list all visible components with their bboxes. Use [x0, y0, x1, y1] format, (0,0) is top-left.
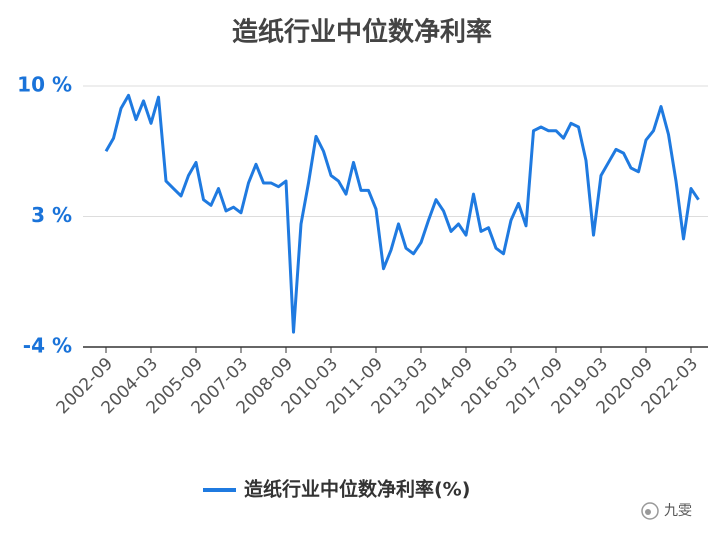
y-tick-label: 3 %: [31, 203, 72, 227]
watermark-icon: [641, 502, 659, 520]
watermark: 九雯: [641, 502, 692, 520]
watermark-text: 九雯: [664, 503, 692, 519]
y-tick-label: 10 %: [17, 73, 72, 97]
chart-title: 造纸行业中位数净利率: [232, 17, 492, 48]
legend-label: 造纸行业中位数净利率(%): [244, 478, 470, 501]
legend-item: 造纸行业中位数净利率(%): [203, 478, 470, 501]
watermark-icon: [645, 509, 651, 515]
data-line: [104, 93, 700, 334]
y-tick-label: -4 %: [23, 334, 72, 358]
